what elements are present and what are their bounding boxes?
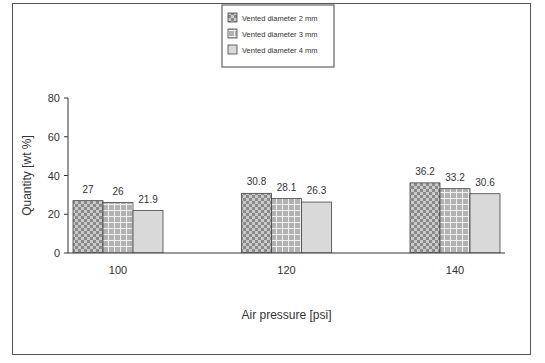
- chart-container: 27 30.8 36.2 26 28.1 33.2 21.9 26.3 30.6 0 20 40 60 8…: [0, 0, 545, 363]
- legend-swatch: [228, 45, 237, 54]
- legend-label: Vented diameter 3 mm: [242, 30, 317, 39]
- y-tick-label: 0: [54, 247, 60, 259]
- bar: [73, 201, 103, 253]
- bar: [302, 202, 332, 253]
- y-axis-title: Quantity [wt %]: [20, 135, 34, 216]
- x-tick-label: 120: [277, 264, 295, 276]
- y-tick: [64, 253, 68, 254]
- x-axis-title: Air pressure [psi]: [241, 308, 331, 322]
- y-tick-label: 20: [48, 208, 60, 220]
- data-labels: 27 30.8 36.2 26 28.1 33.2 21.9 26.3 30.6: [82, 166, 495, 205]
- legend: Vented diameter 2 mm Vented diameter 3 mm…: [222, 5, 334, 67]
- legend-label: Vented diameter 4 mm: [242, 46, 317, 55]
- chart: 27 30.8 36.2 26 28.1 33.2 21.9 26.3 30.6 0 20 40 60 8…: [0, 0, 545, 363]
- legend-swatch: [228, 29, 237, 38]
- legend-swatch: [228, 13, 237, 22]
- data-label: 27: [82, 184, 94, 195]
- bar: [470, 194, 500, 253]
- bar: [272, 199, 302, 253]
- y-tick: [64, 136, 68, 137]
- legend-box: [222, 5, 334, 67]
- data-label: 30.6: [475, 177, 495, 188]
- x-axis: [68, 253, 505, 254]
- x-tick-label: 140: [446, 264, 464, 276]
- data-label: 21.9: [138, 194, 158, 205]
- y-tick: [64, 214, 68, 215]
- bar: [242, 193, 272, 253]
- data-label: 26.3: [307, 185, 327, 196]
- bar: [133, 211, 163, 253]
- y-tick-label: 40: [48, 170, 60, 182]
- bar: [440, 189, 470, 253]
- data-label: 36.2: [415, 166, 435, 177]
- y-tick-label: 60: [48, 131, 60, 143]
- data-label: 26: [112, 186, 124, 197]
- x-tick-label: 100: [109, 264, 127, 276]
- bar: [410, 183, 440, 253]
- data-label: 30.8: [247, 176, 267, 187]
- bars: [73, 183, 500, 253]
- data-label: 28.1: [277, 182, 297, 193]
- y-tick: [64, 175, 68, 176]
- bar: [103, 203, 133, 253]
- chart-frame: [13, 4, 531, 355]
- y-tick: [64, 98, 68, 99]
- data-label: 33.2: [445, 172, 465, 183]
- legend-label: Vented diameter 2 mm: [242, 14, 317, 23]
- y-tick-label: 80: [48, 92, 60, 104]
